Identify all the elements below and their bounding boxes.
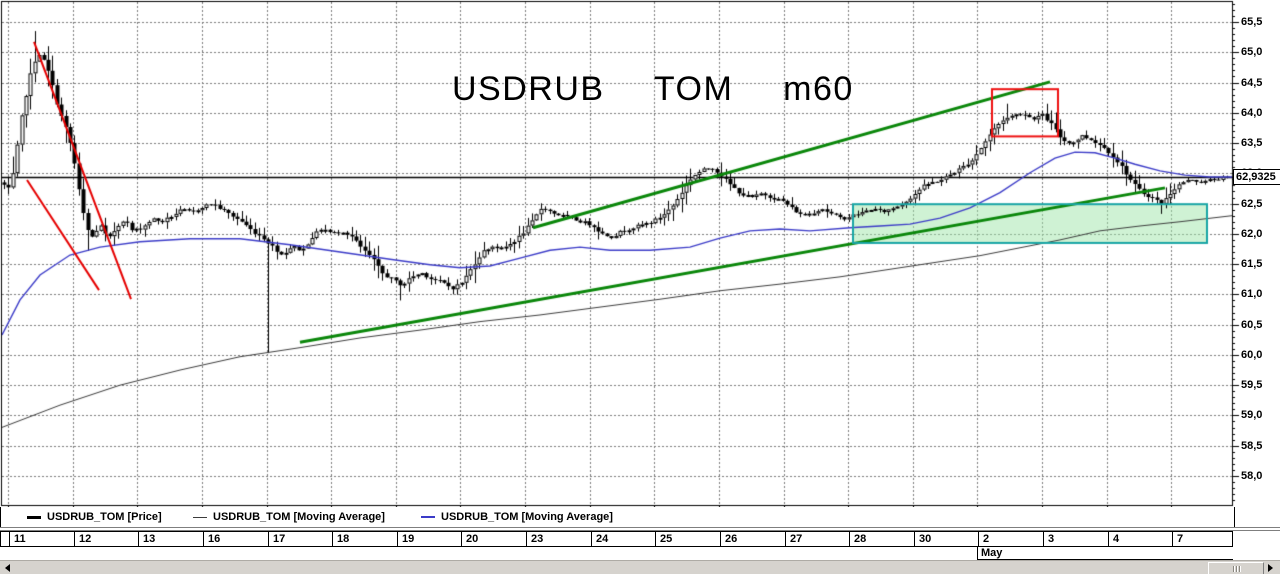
ma-line-marker-icon [193, 516, 207, 518]
price-line-marker-icon [27, 515, 41, 519]
date-label: 20 [466, 533, 479, 545]
scrollbar-thumb[interactable] [1208, 562, 1264, 574]
date-cell-divider [1172, 532, 1173, 546]
date-cell-divider [720, 532, 721, 546]
date-cell-divider [849, 532, 850, 546]
legend-label: USDRUB_TOM [Moving Average] [213, 511, 385, 523]
y-axis-label: 59,5 [1241, 379, 1263, 391]
date-label: 18 [337, 533, 350, 545]
y-axis-label: 64,5 [1241, 77, 1263, 89]
y-axis-label: 58,5 [1241, 440, 1263, 452]
y-axis-label: 61,5 [1241, 258, 1263, 270]
thumb-grip-icon [1235, 565, 1237, 572]
y-axis-label: 65,0 [1241, 46, 1263, 58]
date-label: 12 [79, 533, 92, 545]
date-cell-divider [397, 532, 398, 546]
date-label: 13 [143, 533, 156, 545]
date-cell-divider [138, 532, 139, 546]
legend-label: USDRUB_TOM [Price] [47, 511, 162, 523]
date-cell-divider [978, 532, 979, 546]
date-cell-divider [74, 532, 75, 546]
legend-bar: USDRUB_TOM [Price] USDRUB_TOM [Moving Av… [0, 507, 1235, 527]
date-cell-divider [9, 532, 10, 546]
date-cell-divider [785, 532, 786, 546]
divider [0, 527, 1280, 531]
date-label: 16 [208, 533, 221, 545]
date-label: 24 [596, 533, 609, 545]
month-label: May [981, 547, 1003, 559]
price-chart-canvas[interactable] [0, 0, 1280, 508]
last-price-label: 62,9325 [1233, 169, 1280, 185]
date-label: 19 [402, 533, 415, 545]
thumb-grip-icon [1232, 565, 1234, 572]
date-label: 30 [919, 533, 932, 545]
legend-item-ma-black[interactable]: USDRUB_TOM [Moving Average] [193, 507, 385, 527]
legend-item-ma-blue[interactable]: USDRUB_TOM [Moving Average] [421, 507, 613, 527]
y-axis-label: 61,0 [1241, 288, 1263, 300]
date-cell-divider [268, 532, 269, 546]
date-label: 28 [854, 533, 867, 545]
date-label: 7 [1177, 533, 1184, 545]
date-label: 17 [273, 533, 286, 545]
y-axis-label: 60,5 [1241, 319, 1263, 331]
chart-title: USDRUB TOM m60 [452, 70, 854, 108]
scroll-right-arrow-icon[interactable] [1268, 564, 1273, 572]
month-divider [977, 547, 978, 559]
thumb-grip-icon [1238, 565, 1240, 572]
y-axis-label: 58,0 [1241, 470, 1263, 482]
y-axis-label: 65,5 [1241, 16, 1263, 28]
date-cell-divider [591, 532, 592, 546]
date-label: 2 [983, 533, 990, 545]
ma-line-marker-icon [421, 516, 435, 518]
y-axis-label: 60,0 [1241, 349, 1263, 361]
y-axis-label: 62,0 [1241, 228, 1263, 240]
date-label: 3 [1048, 533, 1055, 545]
date-label: 26 [725, 533, 738, 545]
y-axis-label: 63,5 [1241, 137, 1263, 149]
y-axis-label: 59,0 [1241, 409, 1263, 421]
date-cell-divider [461, 532, 462, 546]
horizontal-scrollbar[interactable] [0, 560, 1280, 574]
date-label: 25 [660, 533, 673, 545]
y-axis-label: 64,0 [1241, 107, 1263, 119]
date-label: 4 [1113, 533, 1120, 545]
date-cell-divider [1108, 532, 1109, 546]
x-axis: 11 12 13 16 17 18 19 20 23 24 25 26 27 28 30 2 3 4 7 [0, 531, 1233, 547]
date-cell-divider [332, 532, 333, 546]
y-axis-label: 62,5 [1241, 198, 1263, 210]
date-cell-divider [1043, 532, 1044, 546]
date-label: 27 [790, 533, 803, 545]
scroll-left-arrow-icon[interactable] [5, 564, 10, 572]
month-underline [977, 559, 1233, 560]
month-row: May [0, 547, 1233, 560]
date-cell-divider [914, 532, 915, 546]
date-cell-divider [203, 532, 204, 546]
date-label: 11 [14, 533, 26, 545]
date-label: 23 [531, 533, 544, 545]
legend-label: USDRUB_TOM [Moving Average] [441, 511, 613, 523]
date-cell-divider [526, 532, 527, 546]
legend-item-price[interactable]: USDRUB_TOM [Price] [27, 507, 162, 527]
date-cell-divider [655, 532, 656, 546]
